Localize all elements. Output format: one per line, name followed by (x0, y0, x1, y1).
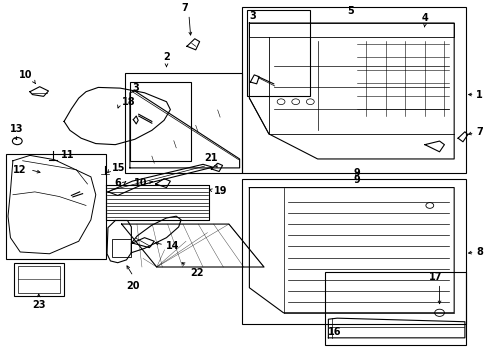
Text: 1: 1 (475, 90, 482, 100)
Text: 17: 17 (428, 273, 442, 282)
Text: 3: 3 (132, 83, 139, 93)
Text: 15: 15 (112, 163, 125, 173)
Text: 16: 16 (328, 328, 341, 337)
Text: 7: 7 (475, 127, 482, 137)
Text: 10: 10 (133, 178, 147, 188)
Text: 5: 5 (346, 6, 353, 16)
Text: 22: 22 (189, 268, 203, 278)
Text: 12: 12 (13, 165, 26, 175)
Text: 21: 21 (204, 153, 218, 163)
Text: 20: 20 (126, 281, 140, 291)
Bar (18, 266, 60, 293)
Text: 9: 9 (352, 167, 359, 177)
Text: 11: 11 (61, 150, 74, 161)
Bar (242, 179, 466, 324)
Text: 8: 8 (475, 247, 482, 257)
Text: 23: 23 (32, 300, 45, 310)
Bar (5, 154, 105, 259)
Bar (130, 82, 190, 161)
Text: 13: 13 (9, 124, 23, 134)
Text: 7: 7 (181, 3, 188, 13)
Bar (112, 239, 131, 257)
Text: 19: 19 (214, 186, 227, 196)
Text: 18: 18 (122, 98, 135, 107)
Bar (246, 10, 310, 96)
Text: 2: 2 (163, 52, 169, 62)
Text: 10: 10 (19, 70, 33, 80)
Text: 6: 6 (115, 178, 122, 188)
Bar (125, 73, 242, 173)
Text: 4: 4 (421, 13, 427, 23)
Bar (14, 264, 64, 296)
Bar (242, 7, 466, 173)
Text: 3: 3 (249, 11, 256, 21)
Bar (325, 272, 466, 345)
Text: 9: 9 (352, 175, 359, 185)
Text: 14: 14 (165, 240, 179, 251)
